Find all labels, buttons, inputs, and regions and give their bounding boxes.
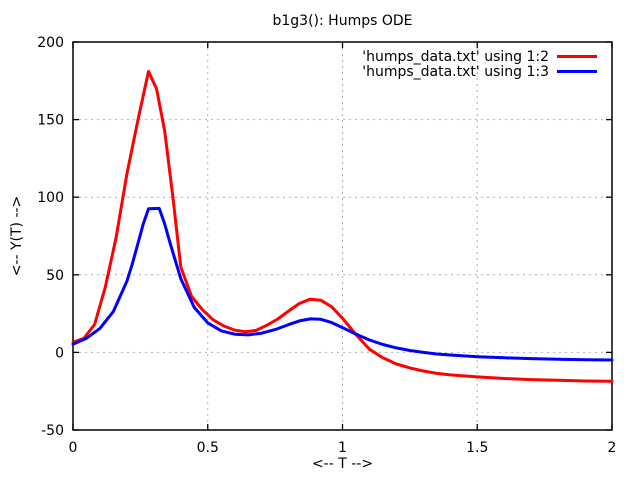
x-tick-label: 0: [69, 440, 78, 456]
y-tick-label: 100: [37, 190, 64, 206]
legend: 'humps_data.txt' using 1:2 'humps_data.t…: [362, 48, 597, 80]
y-tick-label: 150: [37, 113, 64, 129]
x-tick-label: 1: [338, 440, 347, 456]
x-tick-label: 1.5: [466, 440, 488, 456]
y-tick-label: 0: [55, 345, 64, 361]
y-axis-label: <-- Y(T) -->: [9, 195, 25, 277]
plot-border: [72, 41, 613, 431]
series-line-2: [71, 206, 614, 362]
legend-entry: 'humps_data.txt' using 1:3: [362, 63, 597, 80]
legend-line-sample-blue: [557, 70, 597, 73]
legend-line-sample-red: [557, 55, 597, 58]
y-tick-label: -50: [41, 423, 64, 439]
series-line-1: [71, 70, 614, 383]
legend-label: 'humps_data.txt' using 1:3: [362, 63, 549, 80]
legend-entry: 'humps_data.txt' using 1:2: [362, 48, 597, 65]
y-tick-label: 200: [37, 35, 64, 51]
x-tick-label: 2: [608, 440, 617, 456]
y-tick-label: 50: [46, 268, 64, 284]
x-tick-label: 0.5: [197, 440, 219, 456]
x-axis-label: <-- T -->: [311, 456, 374, 472]
legend-label: 'humps_data.txt' using 1:2: [362, 48, 549, 65]
chart-title: b1g3(): Humps ODE: [272, 13, 413, 29]
